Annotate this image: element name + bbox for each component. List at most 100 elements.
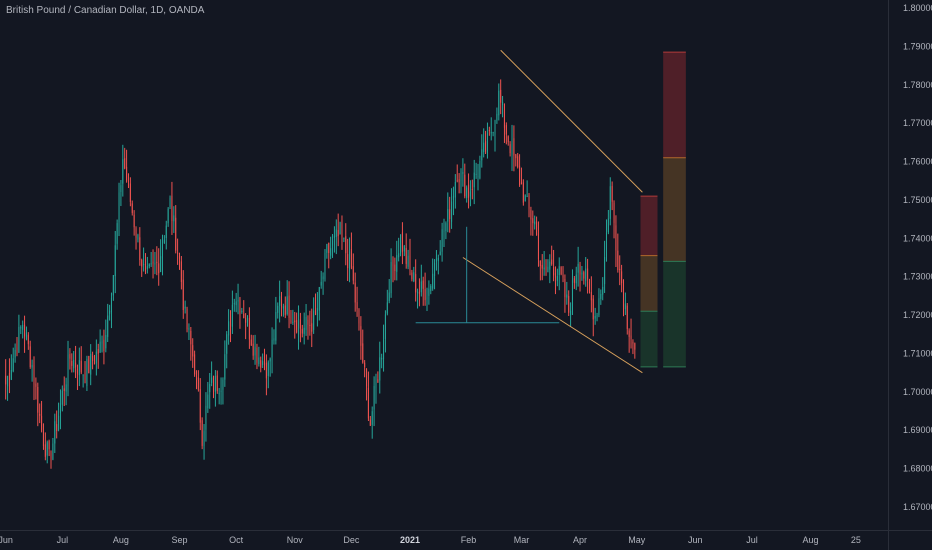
candle[interactable] bbox=[86, 355, 88, 392]
candle[interactable] bbox=[84, 361, 86, 384]
candle[interactable] bbox=[126, 149, 128, 183]
candle[interactable] bbox=[275, 296, 277, 345]
candle[interactable] bbox=[367, 371, 369, 421]
candle[interactable] bbox=[109, 304, 111, 321]
candle[interactable] bbox=[503, 103, 505, 143]
candle[interactable] bbox=[585, 257, 587, 287]
candle[interactable] bbox=[626, 303, 628, 335]
candle[interactable] bbox=[95, 339, 97, 376]
candle[interactable] bbox=[343, 237, 345, 243]
candle[interactable] bbox=[596, 312, 598, 322]
candle[interactable] bbox=[315, 293, 317, 316]
candle[interactable] bbox=[350, 232, 352, 270]
candle[interactable] bbox=[269, 357, 271, 377]
candle[interactable] bbox=[526, 180, 528, 198]
candle[interactable] bbox=[169, 195, 171, 210]
candle[interactable] bbox=[502, 95, 504, 118]
candle[interactable] bbox=[222, 377, 224, 405]
candle[interactable] bbox=[211, 361, 213, 387]
candle[interactable] bbox=[624, 292, 626, 316]
candle[interactable] bbox=[27, 332, 29, 350]
candle[interactable] bbox=[566, 281, 568, 305]
candle[interactable] bbox=[524, 194, 526, 202]
candle[interactable] bbox=[549, 254, 551, 284]
candle[interactable] bbox=[494, 119, 496, 152]
candle[interactable] bbox=[207, 381, 209, 413]
candle[interactable] bbox=[426, 287, 428, 312]
candle[interactable] bbox=[341, 215, 343, 250]
candle[interactable] bbox=[92, 351, 94, 370]
candle[interactable] bbox=[44, 432, 46, 461]
candle[interactable] bbox=[594, 307, 596, 325]
candle[interactable] bbox=[212, 375, 215, 399]
candle[interactable] bbox=[420, 264, 422, 297]
candle[interactable] bbox=[439, 240, 441, 256]
candle[interactable] bbox=[67, 340, 69, 397]
candle[interactable] bbox=[252, 335, 254, 360]
candle[interactable] bbox=[292, 309, 294, 325]
candle[interactable] bbox=[235, 292, 237, 313]
candle[interactable] bbox=[214, 370, 216, 407]
candle[interactable] bbox=[358, 308, 360, 331]
candle[interactable] bbox=[216, 370, 218, 394]
candle[interactable] bbox=[161, 234, 164, 276]
candle[interactable] bbox=[154, 251, 156, 275]
candle[interactable] bbox=[16, 337, 18, 357]
candle[interactable] bbox=[411, 269, 413, 282]
candle[interactable] bbox=[500, 79, 502, 115]
candle[interactable] bbox=[180, 256, 182, 290]
candle[interactable] bbox=[258, 346, 260, 367]
candle[interactable] bbox=[604, 240, 606, 293]
candle[interactable] bbox=[490, 117, 492, 141]
candle[interactable] bbox=[366, 368, 368, 401]
candle[interactable] bbox=[110, 292, 112, 329]
candle[interactable] bbox=[71, 353, 73, 373]
candle[interactable] bbox=[607, 209, 609, 235]
candle[interactable] bbox=[613, 200, 615, 239]
candle[interactable] bbox=[165, 220, 167, 250]
candle[interactable] bbox=[456, 164, 458, 183]
candle[interactable] bbox=[388, 279, 390, 304]
candle[interactable] bbox=[392, 256, 394, 283]
candle[interactable] bbox=[307, 315, 309, 340]
candle[interactable] bbox=[356, 286, 358, 317]
candle[interactable] bbox=[199, 378, 201, 431]
candle[interactable] bbox=[194, 350, 196, 377]
candle[interactable] bbox=[333, 226, 335, 253]
candle[interactable] bbox=[42, 423, 44, 450]
candle[interactable] bbox=[286, 280, 288, 316]
candle[interactable] bbox=[152, 249, 154, 279]
candle[interactable] bbox=[288, 281, 290, 329]
candle[interactable] bbox=[602, 277, 604, 301]
candle[interactable] bbox=[428, 280, 430, 305]
candle[interactable] bbox=[558, 257, 560, 291]
wedge-upper-trendline[interactable] bbox=[500, 49, 643, 193]
candle[interactable] bbox=[583, 270, 585, 285]
candle[interactable] bbox=[280, 291, 283, 317]
candle[interactable] bbox=[481, 134, 483, 168]
candle[interactable] bbox=[245, 313, 247, 340]
candle[interactable] bbox=[233, 298, 235, 312]
candle[interactable] bbox=[373, 376, 375, 427]
candle[interactable] bbox=[173, 206, 175, 233]
candle[interactable] bbox=[337, 213, 339, 247]
candle[interactable] bbox=[562, 266, 564, 283]
candle[interactable] bbox=[93, 354, 95, 365]
candle[interactable] bbox=[297, 305, 300, 350]
candle[interactable] bbox=[381, 353, 383, 369]
candle[interactable] bbox=[396, 240, 398, 281]
candle[interactable] bbox=[451, 188, 453, 229]
candle[interactable] bbox=[135, 226, 137, 250]
candle[interactable] bbox=[468, 173, 470, 209]
candle[interactable] bbox=[316, 292, 318, 327]
candle[interactable] bbox=[141, 258, 143, 277]
candle[interactable] bbox=[462, 158, 464, 187]
candle[interactable] bbox=[537, 221, 539, 267]
candle[interactable] bbox=[398, 237, 400, 262]
candle[interactable] bbox=[127, 173, 129, 189]
candle[interactable] bbox=[14, 343, 16, 363]
candle[interactable] bbox=[103, 329, 105, 365]
candle[interactable] bbox=[543, 251, 545, 276]
wedge-lower-trendline[interactable] bbox=[462, 257, 643, 374]
candle[interactable] bbox=[265, 354, 267, 396]
